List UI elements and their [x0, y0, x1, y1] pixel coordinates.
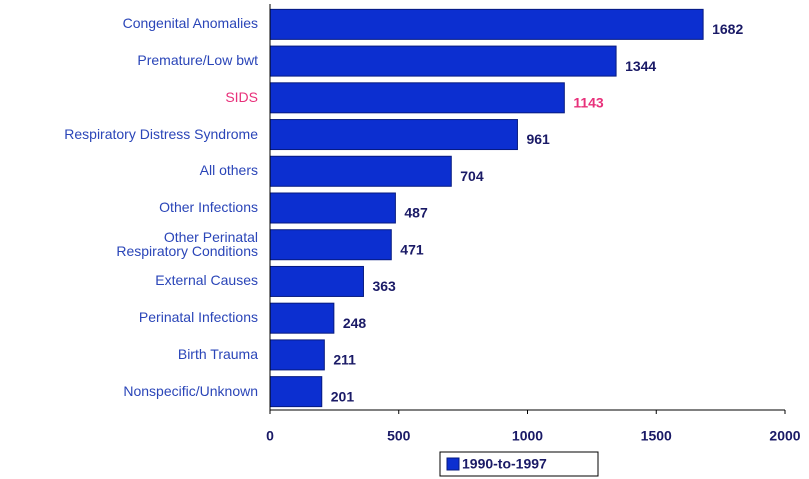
y-tick-label: Nonspecific/Unknown	[123, 382, 258, 399]
bar	[269, 265, 364, 297]
bar	[269, 302, 335, 334]
bar	[269, 339, 325, 371]
y-tick-label: SIDS	[225, 88, 258, 105]
value-label: 961	[526, 131, 550, 147]
value-label: 363	[372, 278, 396, 294]
value-label: 248	[343, 315, 367, 331]
bar	[269, 155, 452, 187]
legend-label: 1990-to-1997	[462, 456, 547, 472]
value-label: 487	[404, 205, 428, 221]
y-tick-label: Congenital Anomalies	[122, 15, 258, 32]
legend-swatch	[446, 457, 460, 471]
y-tick-label: External Causes	[155, 272, 258, 289]
x-tick-label: 500	[387, 428, 411, 444]
value-label: 1682	[712, 21, 743, 37]
bar	[269, 229, 392, 261]
bar	[269, 8, 704, 40]
x-tick-label: 2000	[769, 428, 800, 444]
x-tick-label: 1000	[512, 428, 543, 444]
bar	[269, 82, 565, 114]
value-label: 201	[331, 388, 355, 404]
y-tick-label: Respiratory Distress Syndrome	[64, 125, 258, 142]
value-label: 1143	[573, 95, 604, 111]
bar	[269, 376, 323, 408]
value-label: 1344	[625, 58, 656, 74]
bar	[269, 45, 617, 77]
y-tick-label: Other Perinatal Respiratory Conditions	[116, 228, 258, 259]
y-tick-label: Birth Trauma	[177, 345, 258, 362]
y-tick-label: All others	[199, 162, 258, 179]
value-label: 211	[333, 352, 356, 368]
value-label: 704	[460, 168, 484, 184]
bar	[269, 119, 518, 151]
y-tick-label: Other Infections	[159, 199, 258, 215]
y-tick-label: Perinatal Infections	[138, 309, 258, 326]
x-tick-label: 0	[266, 428, 274, 444]
bar	[269, 192, 396, 224]
value-label: 471	[400, 241, 424, 257]
y-tick-label: Premature/Low bwt	[137, 52, 258, 69]
x-tick-label: 1500	[641, 428, 672, 444]
legend-box	[439, 451, 599, 477]
